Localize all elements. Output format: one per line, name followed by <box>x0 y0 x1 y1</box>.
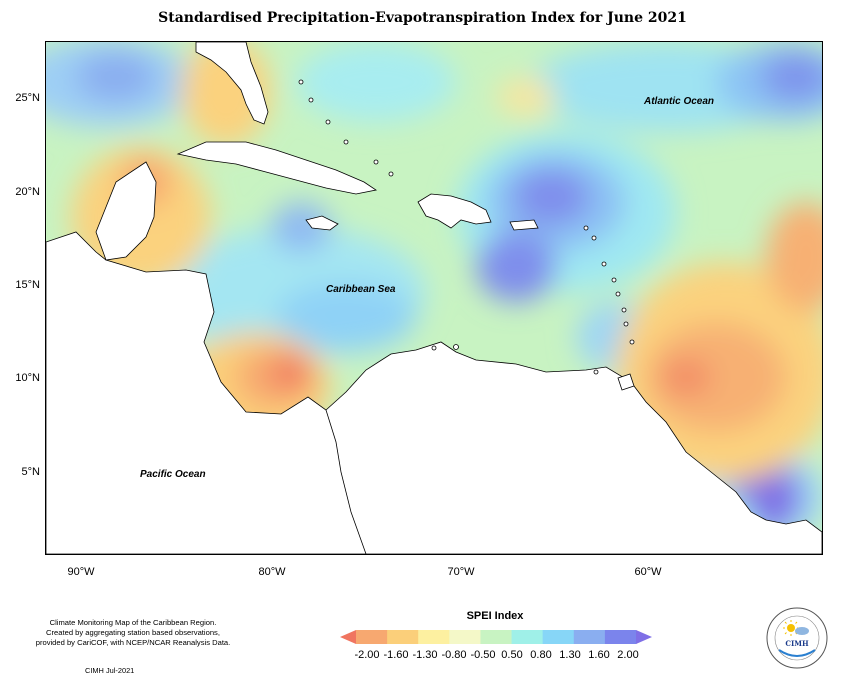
logo-text: CIMH <box>785 639 809 648</box>
puerto-rico-land <box>509 219 539 231</box>
legend-swatch <box>340 630 356 644</box>
cloud-icon <box>795 627 809 635</box>
jamaica-land <box>305 215 339 231</box>
legend-tick: -0.50 <box>470 649 496 661</box>
trinidad-land <box>617 373 635 391</box>
lon-label-90w: 90°W <box>67 566 95 578</box>
lat-label-20n: 20°N <box>15 186 40 198</box>
legend-swatch <box>449 630 481 644</box>
lat-label-25n: 25°N <box>15 92 40 104</box>
lat-label-15n: 15°N <box>15 279 40 291</box>
pacific-ocean-label: Pacific Ocean <box>140 469 206 480</box>
legend-tick: -1.30 <box>412 649 438 661</box>
legend-swatch <box>542 630 575 644</box>
footer-note-line-1: Climate Monitoring Map of the Caribbean … <box>49 618 217 627</box>
legend-swatch <box>573 630 606 644</box>
legend-swatch <box>387 630 419 644</box>
caribbean-sea-label: Caribbean Sea <box>326 284 396 295</box>
cimh-logo: CIMH <box>766 607 828 669</box>
footer-note-line-2: Created by aggregating station based obs… <box>46 628 220 637</box>
small-islands <box>298 79 635 375</box>
hispaniola-land <box>417 193 492 229</box>
legend-tick: 0.80 <box>530 649 552 661</box>
legend-swatch <box>356 630 388 644</box>
legend-swatch <box>511 630 544 644</box>
legend-swatch <box>636 630 652 644</box>
lon-label-70w: 70°W <box>447 566 475 578</box>
legend-tick: 1.30 <box>559 649 581 661</box>
legend-swatch <box>480 630 513 644</box>
atlantic-ocean-label: Atlantic Ocean <box>643 96 714 107</box>
wave-icon <box>778 649 816 657</box>
footer-note: Climate Monitoring Map of the Caribbean … <box>33 618 233 648</box>
legend-tick: 1.60 <box>588 649 610 661</box>
legend-tick: 2.00 <box>617 649 639 661</box>
south-america-land <box>325 341 822 554</box>
yucatan-land <box>95 161 157 261</box>
lat-label-5n: 5°N <box>21 466 40 478</box>
legend-title: SPEI Index <box>466 610 524 622</box>
land-masses <box>46 42 822 554</box>
spei-map-canvas: Atlantic Ocean Caribbean Sea Pacific Oce… <box>46 42 822 554</box>
lat-label-10n: 10°N <box>15 372 40 384</box>
footer-note-line-3: provided by CariCOF, with NCEP/NCAR Rean… <box>35 638 231 647</box>
lon-label-80w: 80°W <box>258 566 286 578</box>
lon-label-60w: 60°W <box>634 566 662 578</box>
cuba-land <box>176 141 378 195</box>
map-title: Standardised Precipitation-Evapotranspir… <box>158 10 687 26</box>
legend-swatch <box>604 630 637 644</box>
legend-swatch <box>418 630 450 644</box>
legend-tick: -2.00 <box>354 649 380 661</box>
footer-date: CIMH Jul-2021 <box>85 666 135 675</box>
florida-land <box>195 42 269 125</box>
spei-map: Atlantic Ocean Caribbean Sea Pacific Oce… <box>45 41 823 555</box>
legend-tick: -1.60 <box>383 649 409 661</box>
legend-tick: 0.50 <box>501 649 523 661</box>
legend-tick: -0.80 <box>441 649 467 661</box>
legend-color-bar <box>340 630 652 644</box>
